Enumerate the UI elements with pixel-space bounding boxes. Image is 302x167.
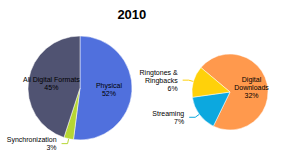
- svg-text:Streaming: Streaming: [152, 110, 184, 118]
- svg-text:32%: 32%: [245, 92, 259, 99]
- svg-text:3%: 3%: [46, 144, 56, 151]
- svg-text:Downloads: Downloads: [234, 84, 269, 91]
- svg-text:6%: 6%: [168, 85, 178, 92]
- svg-text:Physical: Physical: [96, 82, 123, 90]
- svg-text:7%: 7%: [174, 118, 184, 125]
- svg-text:All Digital Formats: All Digital Formats: [23, 76, 80, 84]
- svg-text:45%: 45%: [44, 84, 58, 91]
- svg-text:Ringbacks: Ringbacks: [145, 77, 178, 85]
- svg-text:Ringtones &: Ringtones &: [140, 69, 178, 77]
- svg-text:Digital: Digital: [242, 76, 262, 84]
- svg-text:2010: 2010: [117, 7, 146, 22]
- svg-text:Synchronization: Synchronization: [7, 136, 57, 144]
- svg-text:52%: 52%: [102, 90, 116, 97]
